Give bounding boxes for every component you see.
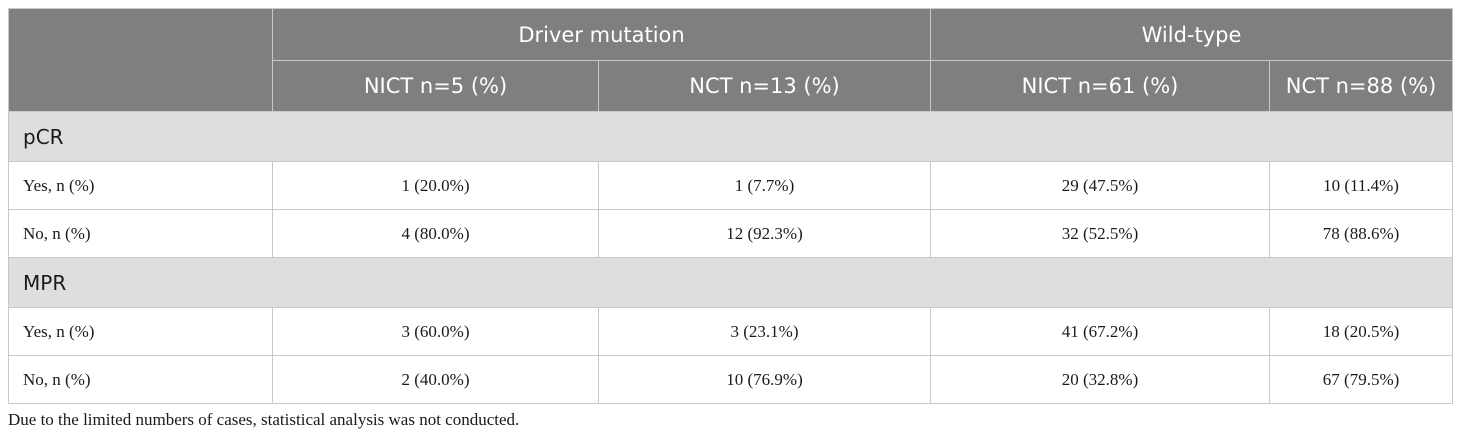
table-cell: 32 (52.5%) — [930, 209, 1271, 258]
table-cell: 3 (23.1%) — [597, 307, 932, 356]
table-cell: 67 (79.5%) — [1269, 355, 1454, 404]
table-row: Yes, n (%) 3 (60.0%) 3 (23.1%) 41 (67.2%… — [8, 307, 1454, 356]
row-label: No, n (%) — [8, 355, 273, 404]
table-footnote: Due to the limited numbers of cases, sta… — [8, 410, 520, 429]
header-corner-cell — [8, 8, 273, 112]
section-row-pcr: pCR — [7, 111, 1454, 162]
table-cell: 78 (88.6%) — [1269, 209, 1454, 258]
table-cell: 41 (67.2%) — [930, 307, 1271, 356]
row-label: Yes, n (%) — [8, 161, 273, 210]
table-row: No, n (%) 2 (40.0%) 10 (76.9%) 20 (32.8%… — [8, 355, 1454, 404]
row-label: Yes, n (%) — [8, 307, 273, 356]
table-cell: 4 (80.0%) — [272, 209, 599, 258]
table-cell: 12 (92.3%) — [597, 209, 932, 258]
table-cell: 3 (60.0%) — [272, 307, 599, 356]
column-header: NICT n=5 (%) — [272, 60, 599, 112]
table-header: Driver mutation Wild-type NICT n=5 (%) N… — [8, 8, 1454, 112]
table-cell: 18 (20.5%) — [1269, 307, 1454, 356]
results-table: Driver mutation Wild-type NICT n=5 (%) N… — [7, 8, 1454, 404]
table-cell: 29 (47.5%) — [930, 161, 1271, 210]
table-row: Yes, n (%) 1 (20.0%) 1 (7.7%) 29 (47.5%)… — [8, 161, 1454, 210]
table-cell: 1 (7.7%) — [597, 161, 932, 210]
section-title: pCR — [7, 111, 1454, 162]
header-group-wild-type: Wild-type — [930, 8, 1454, 61]
header-column-row: NICT n=5 (%) NCT n=13 (%) NICT n=61 (%) … — [9, 60, 1454, 112]
table-row: No, n (%) 4 (80.0%) 12 (92.3%) 32 (52.5%… — [8, 209, 1454, 258]
table-cell: 20 (32.8%) — [930, 355, 1271, 404]
table-body: pCR Yes, n (%) 1 (20.0%) 1 (7.7%) 29 (47… — [7, 111, 1454, 404]
header-group-driver-mutation: Driver mutation — [271, 8, 932, 61]
column-header: NCT n=88 (%) — [1269, 60, 1454, 112]
table-cell: 10 (11.4%) — [1269, 161, 1454, 210]
table-cell: 10 (76.9%) — [597, 355, 932, 404]
row-label: No, n (%) — [8, 209, 273, 258]
column-header: NICT n=61 (%) — [930, 60, 1271, 112]
section-row-mpr: MPR — [7, 257, 1454, 308]
table-cell: 1 (20.0%) — [272, 161, 599, 210]
section-title: MPR — [7, 257, 1454, 308]
table-cell: 2 (40.0%) — [272, 355, 599, 404]
column-header: NCT n=13 (%) — [597, 60, 932, 112]
header-group-row: Driver mutation Wild-type — [8, 8, 1454, 112]
